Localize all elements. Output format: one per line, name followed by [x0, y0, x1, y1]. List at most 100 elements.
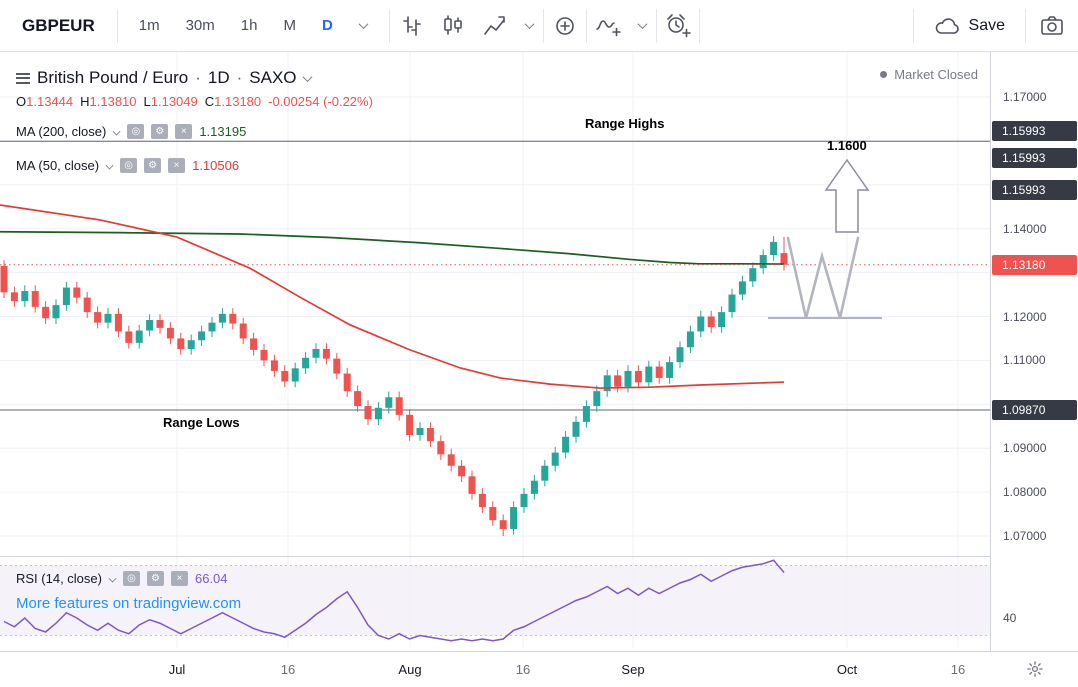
save-label: Save: [968, 16, 1005, 34]
rsi-value: 66.04: [194, 571, 228, 586]
indicators-menu-chevron-icon[interactable]: [629, 5, 656, 47]
time-axis-label: Jul: [168, 662, 186, 677]
price-axis-label: 1.11000: [1003, 353, 1046, 368]
time-axis-label: 16: [950, 662, 966, 677]
ma50-close-icon[interactable]: ×: [168, 158, 186, 173]
time-axis[interactable]: Jul 16 Aug 16 Sep Oct 16: [0, 651, 1078, 687]
price-scale[interactable]: 1.17000 1.14000 1.12000 1.11000 1.09000 1.080…: [990, 52, 1078, 651]
rsi-chart[interactable]: [0, 557, 990, 648]
rsi-label: RSI (14, close): [16, 571, 102, 586]
annotation-target-price[interactable]: 1.1600: [827, 138, 867, 153]
toolbar-divider: [698, 8, 700, 43]
area-style-icon[interactable]: [474, 5, 516, 47]
toolbar-divider: [388, 8, 390, 43]
toolbar-divider: [655, 8, 657, 43]
price-badge: 1.15993: [992, 120, 1077, 141]
toolbar-divider: [912, 8, 914, 43]
legend-interval: 1D: [207, 68, 230, 87]
camera-icon[interactable]: [1026, 5, 1078, 47]
time-axis-label: 16: [280, 662, 296, 677]
ma50-legend-row: MA (50, close) ◎ ⚙ × 1.10506: [16, 158, 239, 173]
market-status-label: Market Closed: [894, 67, 978, 82]
toolbar-divider: [116, 8, 118, 43]
open-value: 1.13444: [26, 94, 74, 109]
ma50-eye-icon[interactable]: ◎: [120, 158, 138, 173]
time-axis-label: 16: [515, 662, 531, 677]
interval-30m[interactable]: 30m: [185, 17, 215, 34]
save-button[interactable]: Save: [914, 15, 1025, 37]
separator-dot: ·: [236, 68, 243, 87]
interval-1m[interactable]: 1m: [138, 17, 160, 34]
high-label: H: [80, 94, 90, 109]
price-axis-label: 1.12000: [1003, 309, 1047, 324]
rsi-axis-label: 40: [1003, 611, 1017, 625]
compare-icon[interactable]: [544, 5, 586, 47]
annotation-range-highs[interactable]: Range Highs: [585, 116, 665, 131]
price-badge: 1.15993: [992, 179, 1077, 200]
price-axis-label: 1.14000: [1003, 221, 1047, 236]
ma200-eye-icon[interactable]: ◎: [127, 124, 145, 139]
price-badge: 1.13180: [992, 254, 1077, 275]
ma50-chevron-icon[interactable]: [105, 161, 114, 170]
rsi-close-icon[interactable]: ×: [170, 571, 188, 586]
time-axis-label: Oct: [836, 662, 858, 677]
indicators-icon[interactable]: [587, 5, 629, 47]
alert-icon[interactable]: [657, 5, 699, 47]
candlestick-chart[interactable]: [0, 52, 990, 556]
chart-legend-title-row[interactable]: British Pound / Euro · 1D · SAXO: [16, 68, 312, 88]
style-menu-chevron-icon[interactable]: [516, 5, 543, 47]
symbol-button[interactable]: GBPEUR: [22, 15, 95, 35]
change-value: -0.00254 (-0.22%): [268, 94, 373, 109]
price-axis-label: 1.08000: [1003, 485, 1047, 500]
ma200-settings-icon[interactable]: ⚙: [151, 124, 169, 139]
hollow-candles-style-icon[interactable]: [432, 5, 474, 47]
rsi-chevron-icon[interactable]: [108, 574, 117, 583]
ma200-chevron-icon[interactable]: [112, 127, 121, 136]
cloud-icon: [935, 17, 959, 34]
ma200-label: MA (200, close): [16, 124, 107, 139]
close-value: 1.13180: [214, 94, 262, 109]
market-status-badge: Market Closed: [880, 67, 978, 82]
legend-chevron-icon[interactable]: [302, 71, 312, 82]
legend-menu-icon[interactable]: [16, 72, 30, 84]
toolbar-divider: [1025, 8, 1026, 43]
symbol-title: British Pound / Euro: [37, 68, 189, 87]
interval-1h[interactable]: 1h: [240, 17, 258, 34]
price-axis-label: 1.07000: [1003, 529, 1047, 543]
toolbar-divider: [542, 8, 544, 43]
bar-style-icon[interactable]: [390, 5, 432, 47]
rsi-settings-icon[interactable]: ⚙: [146, 571, 164, 586]
ohlc-row: O1.13444 H1.13810 L1.13049 C1.13180 -0.0…: [16, 94, 373, 109]
rsi-legend-row: RSI (14, close) ◎ ⚙ × 66.04: [16, 571, 228, 586]
time-axis-label: Aug: [398, 662, 422, 677]
ma200-value: 1.13195: [199, 124, 247, 139]
top-toolbar: GBPEUR 1m 30m 1h M D: [0, 0, 1078, 52]
interval-D[interactable]: D: [321, 17, 333, 34]
rsi-eye-icon[interactable]: ◎: [122, 571, 140, 586]
price-badge: 1.09870: [992, 400, 1077, 420]
ma50-settings-icon[interactable]: ⚙: [144, 158, 162, 173]
ma200-close-icon[interactable]: ×: [175, 124, 193, 139]
price-axis-label: 1.17000: [1003, 90, 1047, 104]
price-pane[interactable]: British Pound / Euro · 1D · SAXO O1.1344…: [0, 52, 990, 556]
price-badge: 1.15993: [992, 147, 1077, 168]
separator-dot: ·: [195, 68, 201, 87]
legend-exchange: SAXO: [249, 68, 297, 87]
low-label: L: [143, 94, 151, 109]
interval-M[interactable]: M: [283, 17, 296, 34]
toolbar-divider: [585, 8, 587, 43]
low-value: 1.13049: [150, 94, 198, 109]
tradingview-watermark-link[interactable]: More features on tradingview.com: [16, 595, 242, 612]
price-axis-label: 1.09000: [1003, 441, 1047, 456]
ma50-label: MA (50, close): [16, 158, 100, 173]
market-closed-dot-icon: [880, 71, 888, 78]
interval-menu-chevron-icon[interactable]: [350, 5, 377, 47]
time-axis-label: Sep: [621, 662, 645, 677]
annotation-range-lows[interactable]: Range Lows: [163, 415, 240, 430]
high-value: 1.13810: [89, 94, 137, 109]
chart-settings-gear-icon[interactable]: [1026, 660, 1044, 683]
ma200-legend-row: MA (200, close) ◎ ⚙ × 1.13195: [16, 124, 246, 139]
pane-separator[interactable]: [0, 556, 1078, 557]
rsi-pane[interactable]: RSI (14, close) ◎ ⚙ × 66.04 More feature…: [0, 557, 990, 648]
